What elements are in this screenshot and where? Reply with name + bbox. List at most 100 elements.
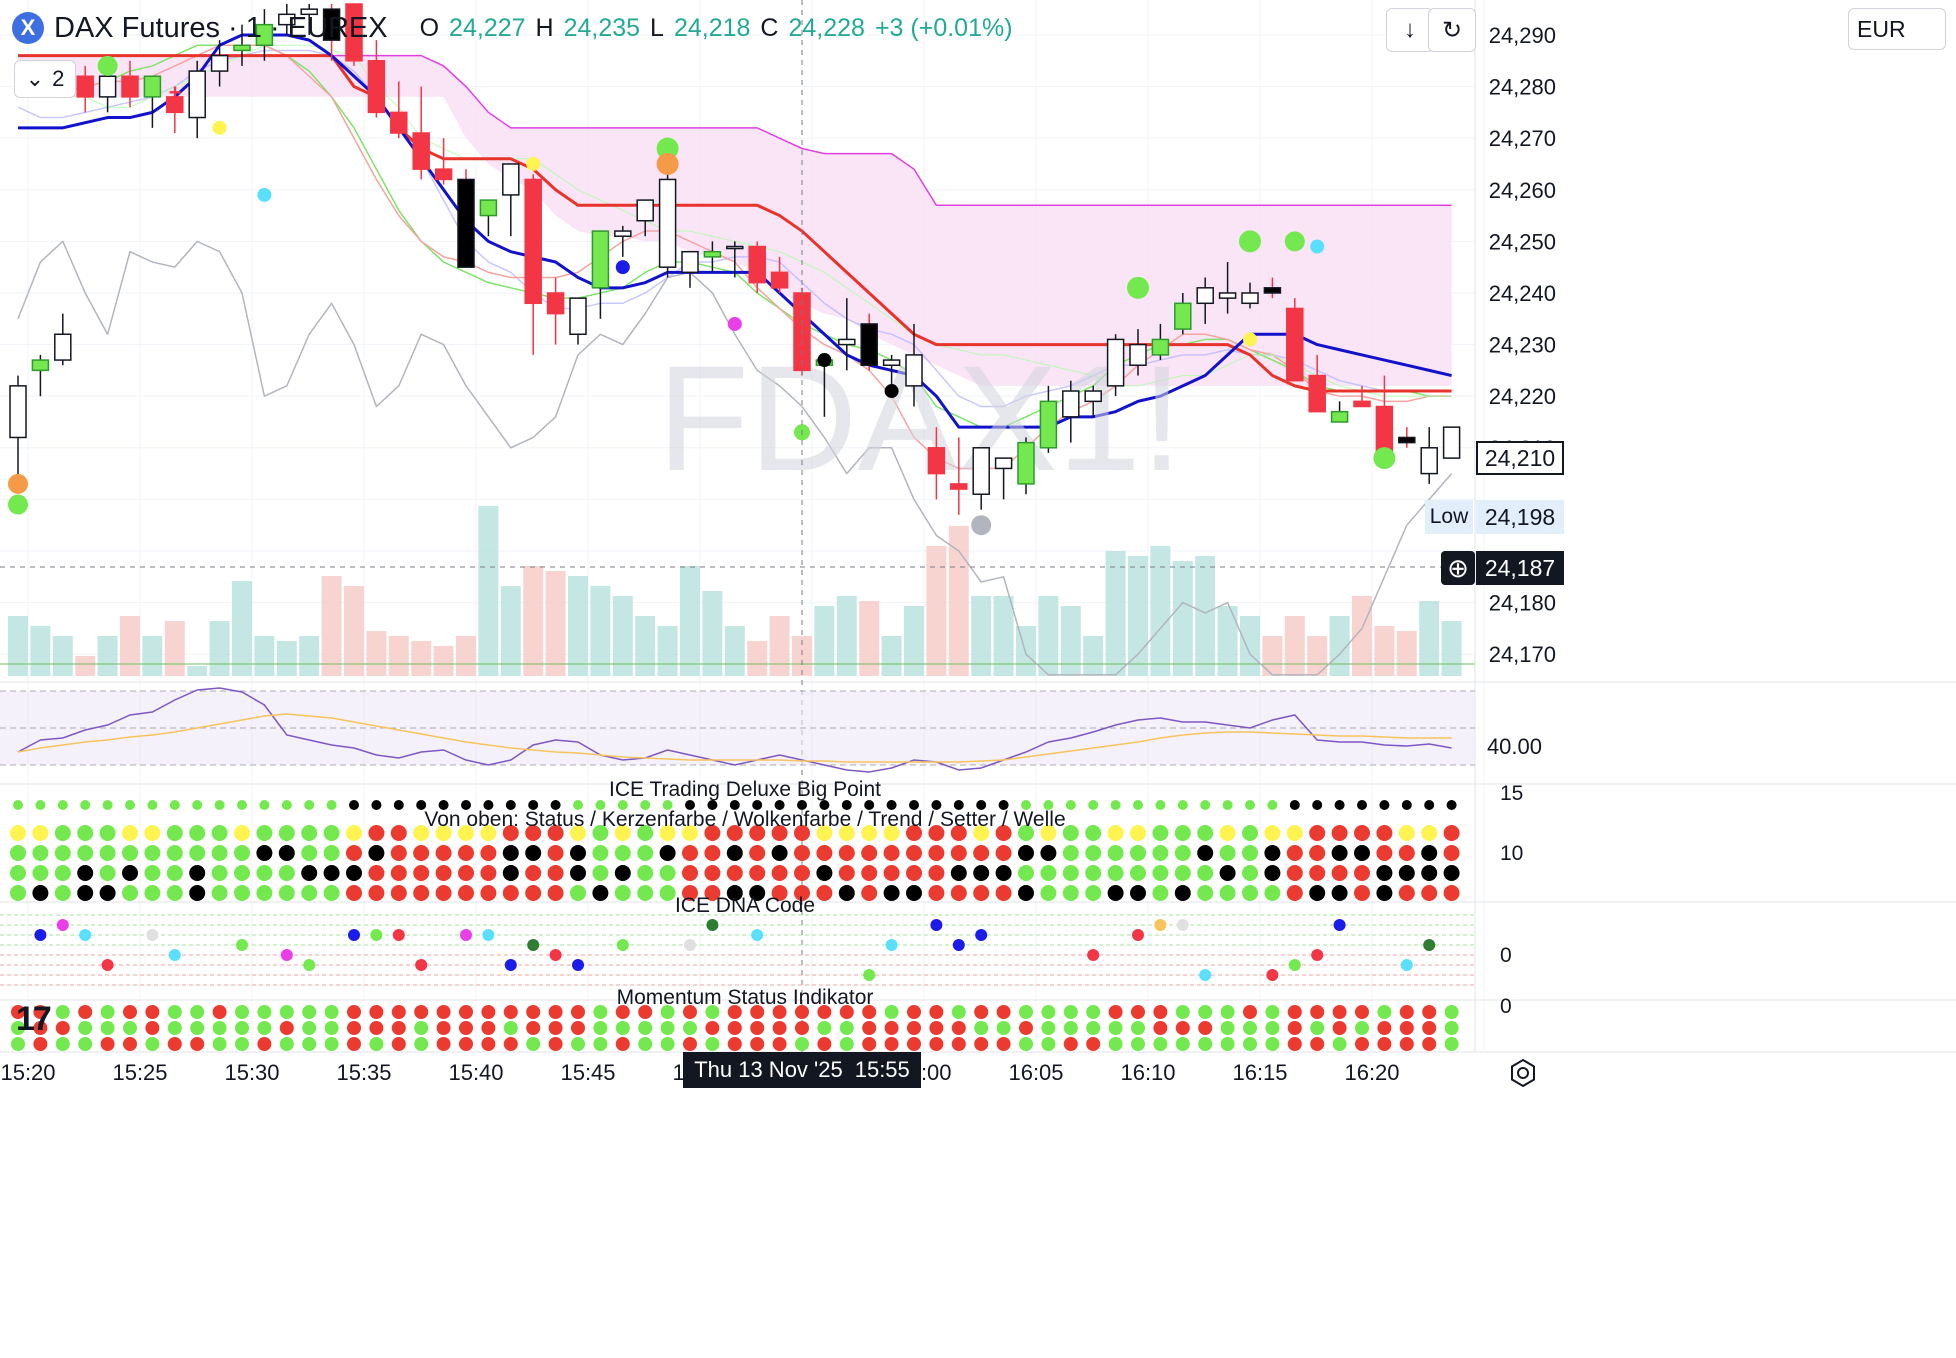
dna-dot (1288, 959, 1301, 971)
candle-body (502, 163, 520, 196)
big-point-dot (1267, 800, 1278, 810)
big-point-dot (1309, 825, 1326, 841)
volume-bar (814, 606, 835, 676)
momentum-dot (548, 1037, 563, 1051)
candle (1241, 282, 1259, 309)
volume-bar (747, 641, 768, 676)
dna-axis-label: 0 (1500, 944, 1512, 967)
momentum-dot (1399, 1037, 1414, 1051)
big-point-dot (502, 865, 519, 881)
crosshair-time: 15:55 (854, 1057, 910, 1082)
big-point-dot (169, 800, 180, 810)
big-point-dot (816, 885, 833, 901)
momentum-dot (839, 1005, 854, 1019)
currency-selector[interactable]: EUR (1848, 8, 1946, 50)
dna-dot (460, 929, 472, 941)
volume-bar (680, 566, 700, 676)
collapse-indicators-button[interactable]: ⌄ 2 (14, 60, 76, 98)
candle-body (1174, 302, 1192, 330)
chart-title[interactable]: DAX Futures · 1 · EUREX (54, 11, 388, 44)
candle (9, 375, 27, 484)
oscillator-pane (0, 687, 1475, 773)
candle-body (479, 199, 498, 217)
low-label-tag: Low (1425, 500, 1473, 534)
big-point-dot (682, 845, 698, 861)
volume-bar (948, 526, 969, 676)
momentum-dot (1444, 1005, 1459, 1019)
momentum-dot (1175, 1005, 1190, 1019)
big-point-dot (326, 800, 337, 810)
chevron-down-icon: ⌄ (25, 66, 45, 91)
candle-body (882, 359, 901, 366)
momentum-dot (1310, 1021, 1325, 1035)
dna-dot (1199, 969, 1212, 981)
big-point-dot (1200, 800, 1211, 810)
big-point-dot (1264, 885, 1281, 901)
big-point-dot (435, 865, 452, 881)
volume-bar (523, 566, 544, 676)
dna-dot (79, 929, 92, 941)
momentum-dot (1220, 1037, 1235, 1051)
momentum-dot (1243, 1037, 1257, 1051)
volume-bar (881, 636, 902, 676)
momentum-dot (78, 1037, 93, 1051)
big-point-dot (413, 825, 430, 841)
time-axis-label: 15:25 (112, 1060, 167, 1085)
momentum-dot (33, 1005, 48, 1019)
big-point-dot (461, 800, 471, 810)
momentum-dot (660, 1021, 675, 1035)
big-point-dot (1312, 800, 1323, 810)
tradingview-logo[interactable]: 17 (16, 1000, 52, 1038)
dna-dot (930, 919, 943, 931)
momentum-dot (1399, 1005, 1414, 1019)
big-point-dot (189, 845, 206, 861)
big-point-dot (1174, 845, 1191, 861)
slow-ma-line (18, 54, 1452, 393)
big-point-dot (77, 865, 94, 881)
candle-body (1218, 292, 1237, 299)
big-point-dot (10, 885, 26, 901)
big-point-dot (1421, 865, 1438, 881)
candle (770, 256, 789, 293)
big-point-dot (1331, 845, 1348, 861)
momentum-dot (884, 1037, 899, 1051)
signal-dot (1127, 276, 1149, 299)
big-point-dot (368, 825, 385, 841)
candle (838, 298, 856, 371)
settings-icon[interactable] (1508, 1058, 1538, 1088)
big-point-dot (906, 885, 922, 901)
fullscreen-button[interactable]: ↻ (1428, 8, 1476, 52)
big-point-dot (323, 885, 340, 901)
big-point-dot (816, 825, 833, 841)
candle-body (748, 245, 766, 284)
big-point-dot (458, 865, 474, 881)
signal-dots: ++ (8, 55, 1396, 536)
big-point-dot (1334, 800, 1345, 810)
big-point-dot (794, 885, 810, 901)
time-axis-label: 15:20 (0, 1060, 55, 1085)
ohlc-legend: O 24,227 H 24,235 L 24,218 C 24,228 +3 (+0.0… (420, 14, 1013, 43)
momentum-dot (750, 1005, 765, 1019)
big-point-dot (749, 845, 766, 861)
candle (1129, 329, 1147, 376)
candle (1017, 437, 1035, 495)
momentum-axis-label: 0 (1500, 995, 1512, 1018)
big-point-dot (144, 885, 161, 901)
download-button[interactable]: ↓ (1386, 8, 1434, 52)
big-point-dot (502, 845, 519, 861)
candle (927, 427, 946, 500)
big-point-dot (390, 885, 407, 901)
symbol-icon[interactable]: X (12, 12, 44, 44)
big-point-dot (1021, 800, 1031, 810)
volume-bar (590, 586, 611, 676)
candle-body (994, 457, 1013, 470)
momentum-dot (884, 1005, 899, 1019)
momentum-dot (1265, 1037, 1280, 1051)
momentum-dot (1310, 1037, 1325, 1051)
big-point-dot (662, 800, 673, 810)
momentum-dot (279, 1021, 294, 1035)
big-point-dot (1286, 845, 1303, 861)
add-alert-button[interactable]: ⊕ (1441, 551, 1475, 585)
momentum-dot (750, 1037, 765, 1051)
